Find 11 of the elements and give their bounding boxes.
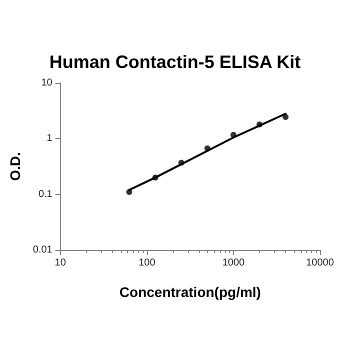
y-tick-label: 0.1 xyxy=(38,188,53,200)
x-tick-label: 1000 xyxy=(222,258,246,268)
x-axis-title: Concentration(pg/ml) xyxy=(119,284,261,300)
x-tick-label: 10 xyxy=(54,258,66,268)
x-tick-label: 100 xyxy=(138,258,156,268)
y-tick-label: 1 xyxy=(46,133,53,144)
chart-title: Human Contactin-5 ELISA Kit xyxy=(49,52,301,72)
x-tick-label: 10000 xyxy=(306,258,334,268)
y-tick-label: 10 xyxy=(41,78,53,88)
y-tick-label: 0.01 xyxy=(32,244,53,256)
y-axis-title: O.D. xyxy=(7,152,23,181)
